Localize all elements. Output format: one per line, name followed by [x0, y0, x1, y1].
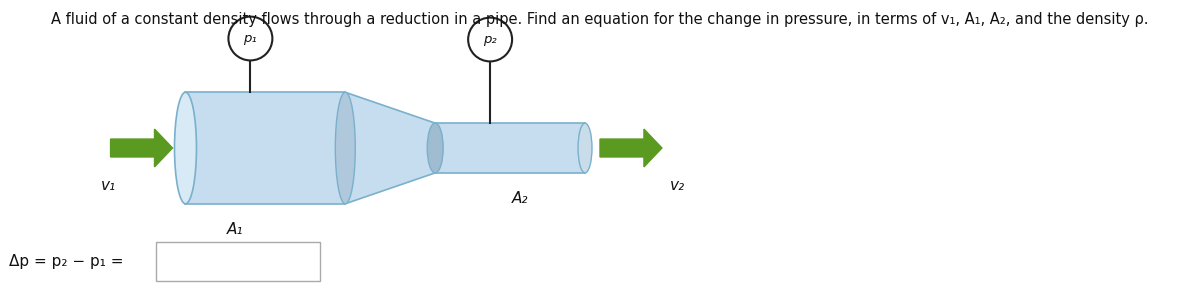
Text: A₂: A₂	[512, 191, 528, 206]
FancyArrow shape	[600, 129, 662, 167]
FancyArrow shape	[110, 129, 173, 167]
Text: v₁: v₁	[101, 178, 116, 193]
Ellipse shape	[335, 92, 355, 204]
Polygon shape	[186, 92, 346, 204]
Ellipse shape	[578, 123, 592, 173]
Text: A₁: A₁	[227, 222, 244, 237]
FancyBboxPatch shape	[156, 242, 320, 281]
Ellipse shape	[427, 123, 443, 173]
Ellipse shape	[174, 92, 197, 204]
Text: p₁: p₁	[244, 32, 257, 45]
Polygon shape	[346, 92, 436, 204]
Text: p₂: p₂	[484, 33, 497, 46]
Text: Δp = p₂ − p₁ =: Δp = p₂ − p₁ =	[8, 254, 124, 269]
Circle shape	[228, 16, 272, 60]
Circle shape	[468, 18, 512, 62]
Polygon shape	[436, 123, 586, 173]
Text: A fluid of a constant density flows through a reduction in a pipe. Find an equat: A fluid of a constant density flows thro…	[52, 12, 1148, 27]
Text: v₂: v₂	[671, 178, 685, 193]
